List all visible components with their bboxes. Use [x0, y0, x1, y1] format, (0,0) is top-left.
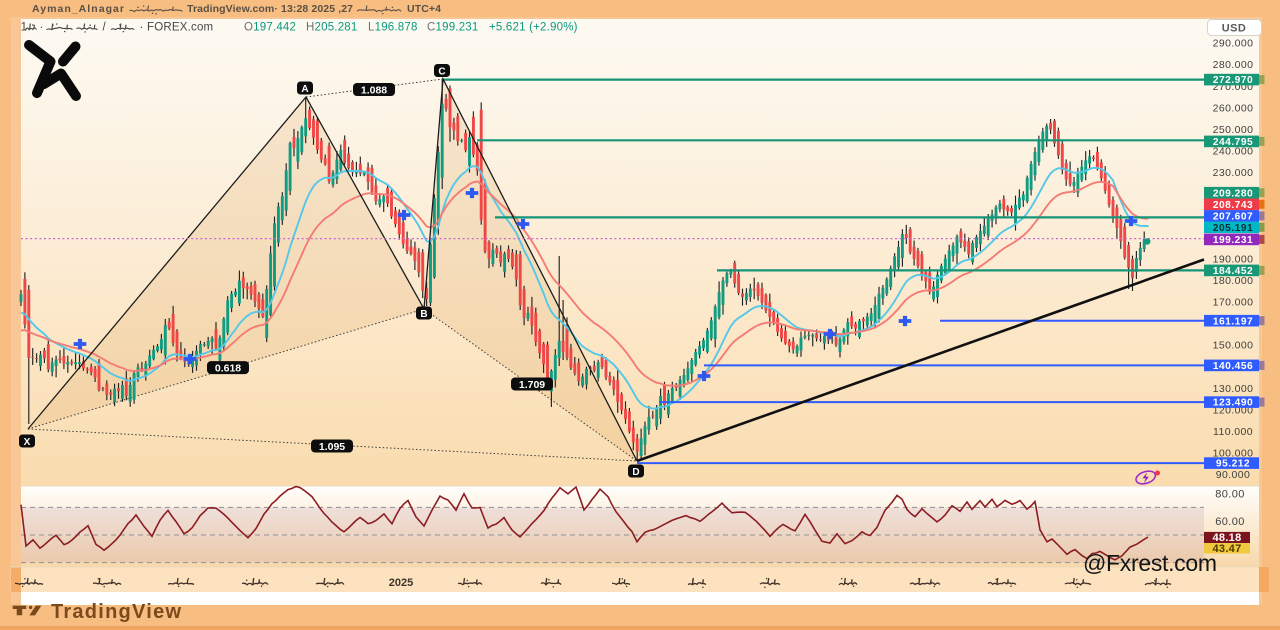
svg-text:TradingView: TradingView: [51, 601, 181, 623]
svg-text:184.452: 184.452: [1213, 266, 1253, 277]
svg-text:@Fxrest.com: @Fxrest.com: [1083, 550, 1217, 576]
svg-text:205.191: 205.191: [1213, 223, 1253, 234]
svg-text:110.000: 110.000: [1213, 426, 1253, 438]
svg-text:0.618: 0.618: [215, 362, 241, 374]
svg-text:207.607: 207.607: [1213, 212, 1253, 223]
svg-text:161.197: 161.197: [1213, 316, 1253, 327]
svg-text:199.231: 199.231: [1213, 235, 1253, 246]
svg-text:290.000: 290.000: [1213, 38, 1254, 50]
svg-text:140.456: 140.456: [1213, 361, 1253, 372]
svg-text:C: C: [438, 66, 445, 77]
svg-text:95.212: 95.212: [1216, 459, 1250, 470]
svg-text:244.795: 244.795: [1213, 137, 1253, 148]
svg-text:O197.442: O197.442: [244, 21, 296, 33]
svg-text:230.000: 230.000: [1213, 167, 1254, 179]
svg-text:+5.621 (+2.90%): +5.621 (+2.90%): [489, 21, 578, 33]
svg-text:60.00: 60.00: [1215, 516, 1245, 528]
svg-text:1: 1: [21, 21, 27, 33]
svg-text:150.000: 150.000: [1213, 340, 1254, 352]
svg-text:272.970: 272.970: [1213, 75, 1253, 86]
svg-text:FOREX.com: FOREX.com: [147, 21, 213, 33]
svg-text:·: ·: [40, 21, 44, 33]
svg-text:100.000: 100.000: [1213, 448, 1254, 460]
svg-text:90.000: 90.000: [1216, 469, 1251, 481]
svg-text:X: X: [24, 437, 31, 448]
svg-text:123.490: 123.490: [1213, 398, 1253, 409]
svg-text:·: ·: [140, 21, 144, 33]
svg-text:C199.231: C199.231: [427, 21, 479, 33]
svg-text:250.000: 250.000: [1213, 124, 1254, 136]
svg-text:80.00: 80.00: [1215, 489, 1245, 501]
svg-text:L196.878: L196.878: [368, 21, 418, 33]
svg-text:280.000: 280.000: [1213, 59, 1254, 71]
svg-text:B: B: [420, 309, 427, 320]
svg-text:190.000: 190.000: [1213, 253, 1254, 265]
svg-text:2025: 2025: [389, 577, 413, 589]
svg-text:260.000: 260.000: [1213, 102, 1254, 114]
svg-text:USD: USD: [1222, 23, 1246, 35]
svg-text:A: A: [301, 84, 308, 95]
svg-text:1.095: 1.095: [319, 441, 345, 453]
svg-text:48.18: 48.18: [1212, 532, 1241, 544]
svg-text:D: D: [632, 467, 639, 478]
svg-text:Ayman_Alnagar: Ayman_Alnagar: [32, 3, 124, 15]
svg-text:1.709: 1.709: [519, 379, 545, 391]
svg-text:/: /: [103, 21, 107, 33]
svg-text:180.000: 180.000: [1213, 275, 1254, 287]
svg-text:UTC+4: UTC+4: [407, 3, 441, 15]
svg-text:43.47: 43.47: [1212, 543, 1241, 555]
svg-text:1.088: 1.088: [361, 84, 387, 96]
svg-text:208.743: 208.743: [1213, 200, 1253, 211]
svg-text:H205.281: H205.281: [306, 21, 358, 33]
svg-text:209.280: 209.280: [1213, 188, 1253, 199]
svg-text:TradingView.com· 13:28 2025 ,2: TradingView.com· 13:28 2025 ,27: [187, 3, 353, 15]
svg-text:240.000: 240.000: [1213, 146, 1254, 158]
svg-text:130.000: 130.000: [1213, 383, 1254, 395]
svg-text:170.000: 170.000: [1213, 297, 1254, 309]
